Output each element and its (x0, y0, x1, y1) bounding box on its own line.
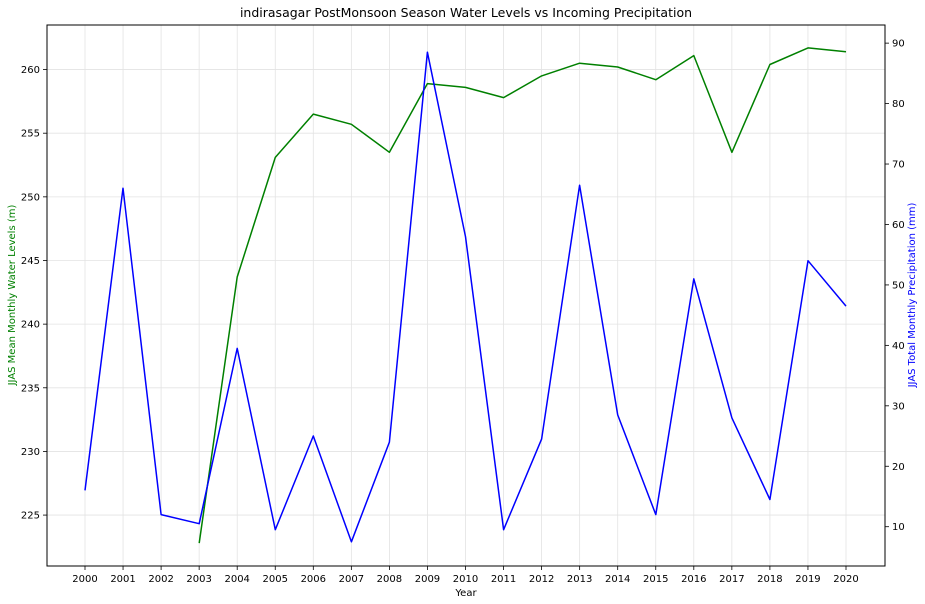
x-tick-label: 2008 (377, 574, 402, 585)
y-left-tick-label: 235 (21, 383, 40, 394)
precipitation-line (84, 51, 847, 543)
x-tick-label: 2015 (643, 574, 668, 585)
y-right-tick-label: 10 (892, 522, 905, 533)
grid (47, 25, 885, 566)
y-right-tick-label: 20 (892, 462, 905, 473)
plot-frame (46, 24, 886, 567)
x-tick-label: 2005 (263, 574, 288, 585)
y-right-tick-label: 30 (892, 401, 905, 412)
x-axis-label: Year (454, 588, 477, 599)
y-left-tick-label: 245 (21, 256, 40, 267)
x-tick-label: 2010 (453, 574, 478, 585)
x-tick-label: 2002 (148, 574, 173, 585)
chart-title: indirasagar PostMonsoon Season Water Lev… (240, 5, 692, 20)
x-tick-label: 2018 (757, 574, 782, 585)
x-tick-label: 2006 (301, 574, 326, 585)
plot-lines (84, 47, 847, 544)
y-axis-left: 225 230 235 240 245 250 255 260 (21, 65, 47, 522)
x-tick-label: 2001 (110, 574, 135, 585)
x-tick-label: 2012 (529, 574, 554, 585)
y-right-tick-label: 60 (892, 220, 905, 231)
y-left-tick-label: 260 (21, 65, 40, 76)
y-left-tick-label: 255 (21, 129, 40, 140)
y-right-tick-label: 40 (892, 341, 905, 352)
y-right-tick-label: 70 (892, 160, 905, 171)
y-left-tick-label: 240 (21, 320, 40, 331)
y-right-tick-label: 90 (892, 39, 905, 50)
x-tick-label: 2017 (719, 574, 744, 585)
y-axis-left-label: JJAS Mean Monthly Water Levels (m) (7, 205, 18, 387)
x-tick-label: 2000 (72, 574, 97, 585)
x-tick-label: 2011 (491, 574, 516, 585)
y-left-tick-label: 225 (21, 511, 40, 522)
x-tick-label: 2009 (415, 574, 440, 585)
y-left-tick-label: 250 (21, 192, 40, 203)
x-tick-label: 2007 (339, 574, 364, 585)
x-axis: 2000 2001 2002 2003 2004 2005 2006 2007 2008 2009… (72, 566, 859, 585)
y-left-tick-label: 230 (21, 447, 40, 458)
y-axis-right-label: JJAS Total Monthly Precipitation (mm) (907, 202, 918, 388)
y-right-tick-label: 50 (892, 280, 905, 291)
x-tick-label: 2020 (833, 574, 858, 585)
x-tick-label: 2003 (186, 574, 211, 585)
x-tick-label: 2004 (224, 574, 249, 585)
x-tick-label: 2019 (795, 574, 820, 585)
x-tick-label: 2013 (567, 574, 592, 585)
y-axis-right: 10 20 30 40 50 60 70 80 90 (885, 39, 905, 533)
water-level-line (198, 47, 847, 544)
x-tick-label: 2014 (605, 574, 630, 585)
x-tick-label: 2016 (681, 574, 706, 585)
y-right-tick-label: 80 (892, 99, 905, 110)
